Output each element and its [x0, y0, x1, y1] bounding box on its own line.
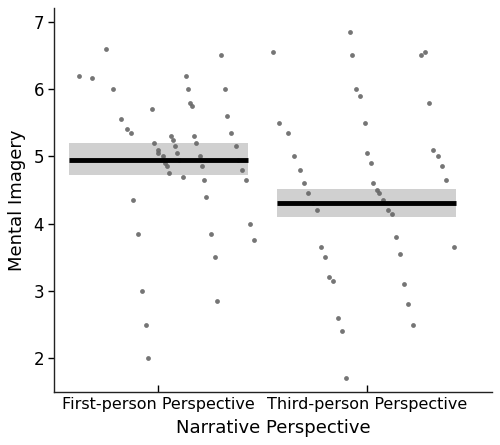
- Point: [171, 143, 179, 150]
- Point: [176, 156, 184, 163]
- Point: [213, 297, 221, 304]
- Point: [250, 237, 258, 244]
- Point: [442, 176, 450, 183]
- Point: [102, 45, 110, 52]
- Point: [173, 150, 181, 157]
- Point: [304, 190, 312, 197]
- Point: [167, 133, 175, 140]
- Point: [246, 220, 254, 227]
- Point: [223, 113, 231, 120]
- Point: [296, 166, 304, 174]
- Point: [360, 119, 368, 126]
- Point: [196, 153, 204, 160]
- Point: [130, 197, 138, 204]
- Point: [165, 170, 173, 177]
- Point: [352, 85, 360, 93]
- Point: [421, 49, 429, 56]
- Point: [308, 200, 316, 207]
- Point: [300, 180, 308, 187]
- Point: [210, 254, 218, 261]
- Point: [154, 150, 162, 157]
- Point: [184, 85, 192, 93]
- Bar: [277, 189, 456, 217]
- Point: [188, 102, 196, 109]
- Point: [234, 156, 241, 163]
- Point: [362, 150, 370, 157]
- Point: [200, 176, 208, 183]
- Point: [88, 74, 96, 81]
- Point: [450, 243, 458, 251]
- X-axis label: Narrative Perspective: Narrative Perspective: [176, 419, 370, 437]
- Point: [169, 136, 177, 143]
- Point: [154, 146, 162, 153]
- Point: [396, 251, 404, 258]
- Point: [388, 210, 396, 217]
- Point: [202, 193, 210, 200]
- Point: [408, 321, 416, 328]
- Point: [317, 243, 325, 251]
- Point: [430, 146, 438, 153]
- Point: [380, 197, 388, 204]
- Point: [346, 28, 354, 36]
- Point: [334, 314, 342, 321]
- Point: [238, 166, 246, 174]
- Point: [108, 85, 116, 93]
- Point: [400, 281, 408, 288]
- Point: [232, 143, 239, 150]
- Point: [150, 139, 158, 146]
- Point: [158, 153, 166, 160]
- Point: [198, 163, 206, 170]
- Point: [367, 159, 375, 166]
- Point: [342, 375, 350, 382]
- Point: [160, 159, 168, 166]
- Point: [412, 392, 420, 399]
- Point: [269, 49, 277, 56]
- Point: [369, 180, 377, 187]
- Point: [190, 133, 198, 140]
- Y-axis label: Mental Imagery: Mental Imagery: [8, 129, 26, 271]
- Point: [438, 163, 446, 170]
- Bar: [69, 143, 248, 175]
- Point: [123, 126, 131, 133]
- Point: [180, 173, 188, 180]
- Point: [76, 72, 84, 79]
- Point: [142, 321, 150, 328]
- Point: [425, 99, 433, 106]
- Point: [434, 153, 442, 160]
- Point: [330, 277, 338, 284]
- Point: [217, 52, 225, 59]
- Point: [290, 153, 298, 160]
- Point: [186, 99, 194, 106]
- Point: [221, 85, 229, 93]
- Point: [312, 206, 320, 214]
- Point: [144, 355, 152, 362]
- Point: [321, 254, 329, 261]
- Point: [348, 52, 356, 59]
- Point: [338, 328, 345, 335]
- Point: [404, 301, 412, 308]
- Point: [117, 116, 125, 123]
- Point: [192, 139, 200, 146]
- Point: [134, 230, 141, 237]
- Point: [375, 190, 383, 197]
- Point: [325, 274, 333, 281]
- Point: [206, 230, 214, 237]
- Point: [163, 163, 171, 170]
- Point: [182, 72, 190, 79]
- Point: [242, 176, 250, 183]
- Point: [284, 129, 292, 136]
- Point: [138, 287, 146, 295]
- Point: [228, 129, 235, 136]
- Point: [356, 92, 364, 99]
- Point: [148, 106, 156, 113]
- Point: [275, 119, 283, 126]
- Point: [392, 234, 400, 241]
- Point: [384, 206, 392, 214]
- Point: [128, 129, 136, 136]
- Point: [373, 186, 381, 194]
- Point: [417, 52, 425, 59]
